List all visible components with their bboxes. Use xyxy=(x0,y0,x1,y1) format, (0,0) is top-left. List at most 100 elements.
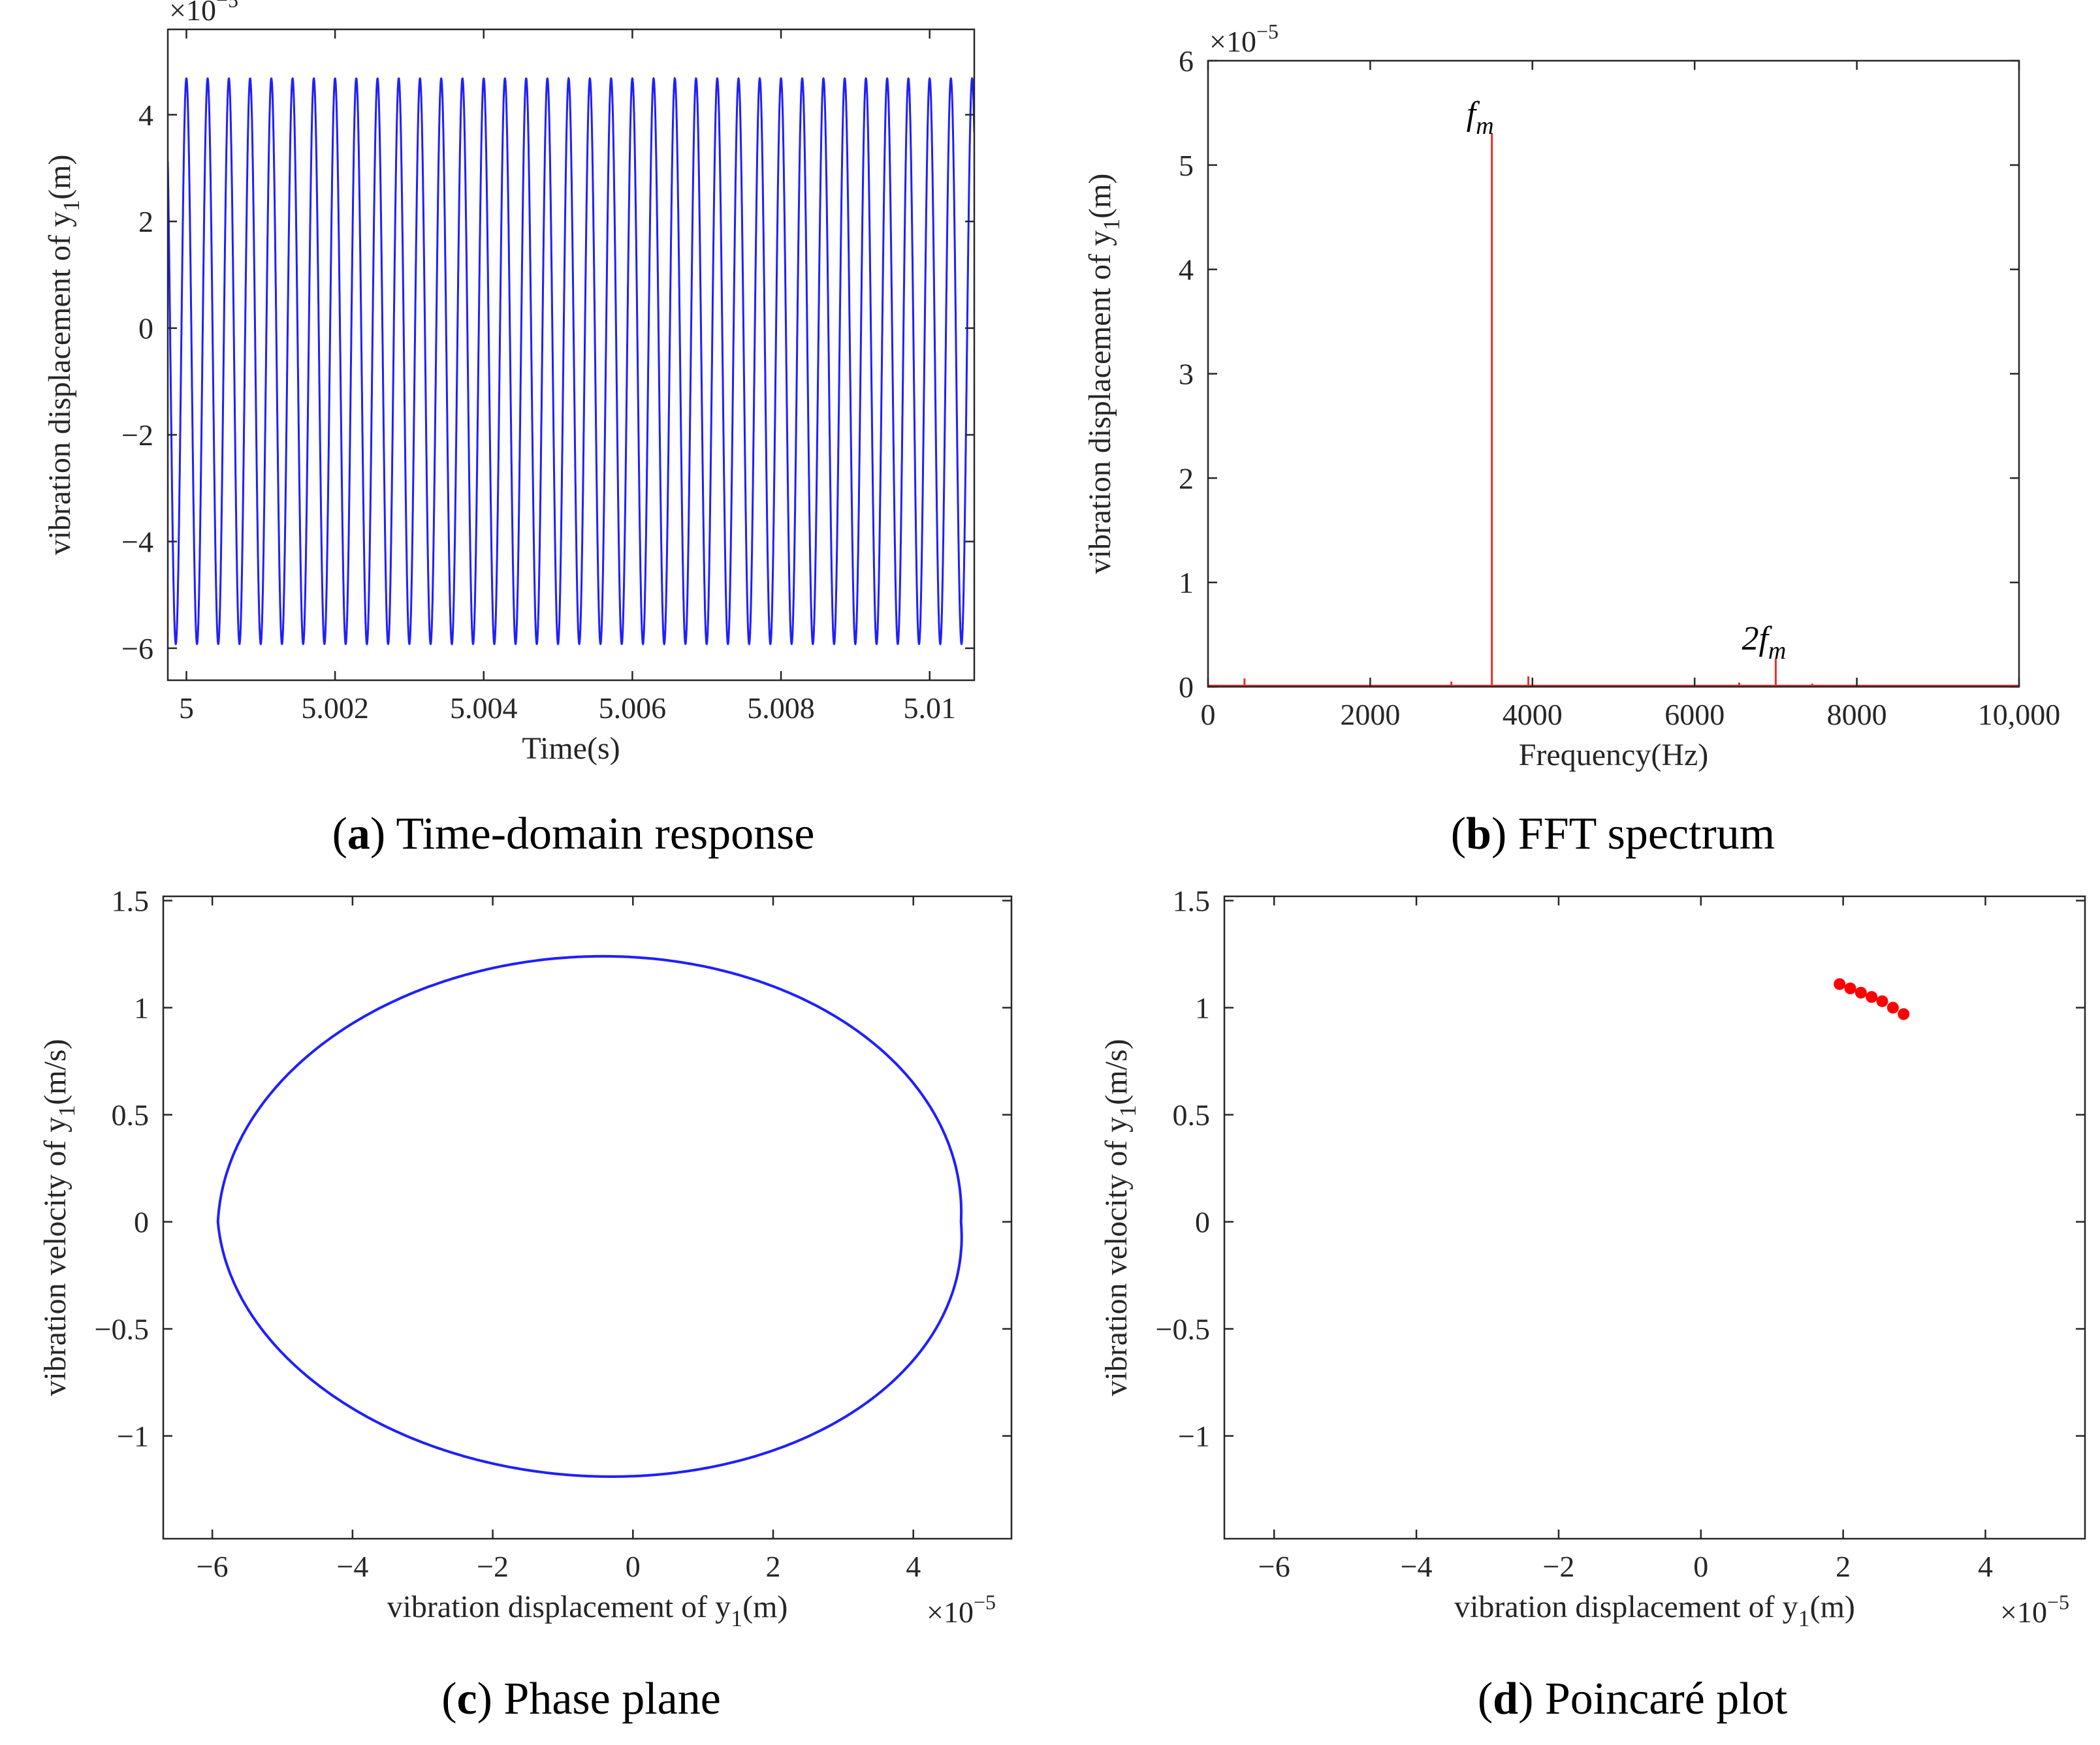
y-exponent-label: ×10−5 xyxy=(1209,20,1279,58)
peak-annotation-sub: m xyxy=(1476,112,1493,140)
caption-text: Phase plane xyxy=(492,1674,721,1724)
x-axis-label: Time(s) xyxy=(522,731,620,766)
x-tick-label: 2 xyxy=(765,1550,780,1583)
y-axis-label-sub: 1 xyxy=(54,1105,80,1117)
x-exponent-label: ×10−5 xyxy=(927,1590,996,1629)
caption-letter: d xyxy=(1493,1674,1518,1724)
caption-text: FFT spectrum xyxy=(1506,809,1775,859)
y-axis-label: vibration displacement of y1(m) xyxy=(42,155,84,556)
y-axis-label-unit: (m) xyxy=(1083,174,1117,219)
x-tick-label: 0 xyxy=(1693,1550,1708,1583)
panel-c: −6 −4 −2 0 2 4 −1 −0.5 0 0.5 1 1.5 vibration displac… xyxy=(38,885,1013,1724)
x-axis-label: vibration displacement of y1(m) xyxy=(387,1590,788,1631)
poincare-point xyxy=(1876,995,1888,1007)
x-tick-label: −2 xyxy=(477,1550,509,1583)
x-tick-label: 2 xyxy=(1836,1550,1851,1583)
panel-a: 5 5.002 5.004 5.006 5.008 5.01 −6 −4 −2 0 2 4 Time(s… xyxy=(42,0,976,859)
y-tick-label: 0.5 xyxy=(112,1099,150,1132)
y-axis-label-unit: (m/s) xyxy=(1099,1039,1134,1105)
y-axis-label: vibration velocity of y1(m/s) xyxy=(38,1039,80,1396)
x-tick-label: 4000 xyxy=(1503,698,1563,731)
plot-data xyxy=(216,954,963,1478)
peak-annotation: 2fm xyxy=(1742,620,1786,665)
caption-letter: c xyxy=(457,1674,477,1724)
x-axis-label-sub: 1 xyxy=(731,1605,742,1631)
x-tick-label: −6 xyxy=(197,1550,229,1583)
y-tick-label: 1 xyxy=(1195,992,1210,1025)
y-tick-label: 1 xyxy=(1179,566,1194,599)
x-tick-label: 2000 xyxy=(1340,698,1400,731)
x-tick-label: 0 xyxy=(1201,698,1216,731)
y-axis-label-text: vibration velocity of y xyxy=(38,1117,72,1396)
x-axis-label-text: vibration displacement of y xyxy=(387,1590,731,1624)
y-axis-label-unit: (m/s) xyxy=(38,1039,72,1105)
x-tick-label: 5.002 xyxy=(301,691,369,725)
y-tick-label: −4 xyxy=(121,526,153,559)
x-axis-label-text: Time(s) xyxy=(522,731,620,766)
x-tick-label: 4 xyxy=(906,1550,921,1583)
poincare-point xyxy=(1886,1001,1899,1014)
y-tick-label: −0.5 xyxy=(95,1313,149,1346)
y-tick-label: −2 xyxy=(121,418,153,452)
y-tick-label: 2 xyxy=(138,205,153,238)
exponent-power: −5 xyxy=(216,0,238,12)
exponent-base: ×10 xyxy=(169,0,216,27)
panel-b: 0 2000 4000 6000 8000 10,000 0 1 2 3 4 5 6 Frequency(… xyxy=(1083,20,2060,859)
x-tick-label: 5.006 xyxy=(599,691,667,725)
series-line xyxy=(168,76,974,646)
y-tick-label: −1 xyxy=(1178,1420,1210,1453)
x-axis-label-unit: (m) xyxy=(1810,1590,1855,1624)
caption-text: Poincaré plot xyxy=(1533,1674,1787,1724)
phase-orbit xyxy=(216,954,963,1478)
x-tick-label: 5.01 xyxy=(903,691,956,725)
y-tick-label: 0 xyxy=(138,312,153,345)
exponent-base: ×10 xyxy=(2000,1596,2047,1629)
y-tick-label: 5 xyxy=(1179,149,1194,182)
x-tick-label: 10,000 xyxy=(1978,698,2061,731)
x-axis-label: Frequency(Hz) xyxy=(1519,738,1709,772)
plot-frame xyxy=(162,895,1013,1540)
x-tick-label: 5.008 xyxy=(747,691,815,725)
y-tick-label: 1.5 xyxy=(1173,885,1211,918)
plot-data xyxy=(1834,978,1910,1020)
poincare-point xyxy=(1898,1008,1910,1020)
plot-data xyxy=(168,76,974,646)
exponent-base: ×10 xyxy=(927,1596,974,1629)
y-axis-label-sub: 1 xyxy=(1115,1105,1141,1117)
y-axis-label-text: vibration velocity of y xyxy=(1099,1117,1134,1396)
y-tick-label: 4 xyxy=(138,99,153,132)
y-tick-label: 1.5 xyxy=(112,885,150,918)
y-tick-label: 6 xyxy=(1179,44,1194,78)
exponent-power: −5 xyxy=(2047,1590,2069,1614)
x-tick-label: 5 xyxy=(179,691,194,725)
poincare-point xyxy=(1844,983,1856,995)
panel-caption: (c) Phase plane xyxy=(441,1674,721,1724)
y-axis-label-sub: 1 xyxy=(1098,219,1124,230)
plot-frame xyxy=(1207,59,2020,688)
y-tick-label: 0 xyxy=(1195,1206,1210,1239)
exponent-power: −5 xyxy=(1256,20,1279,43)
y-axis-label-unit: (m) xyxy=(42,155,77,200)
exponent-power: −5 xyxy=(974,1590,996,1614)
peak-annotation-sub: m xyxy=(1768,637,1786,665)
x-tick-label: −2 xyxy=(1542,1550,1574,1583)
poincare-point xyxy=(1854,986,1867,999)
plot-frame xyxy=(1223,895,2086,1540)
x-tick-label: 8000 xyxy=(1827,698,1887,731)
y-tick-label: 0 xyxy=(1179,670,1194,704)
panel-caption: (b) FFT spectrum xyxy=(1451,809,1775,859)
panel-caption: (a) Time-domain response xyxy=(332,809,815,859)
x-axis-label-sub: 1 xyxy=(1798,1605,1810,1631)
x-axis-label-unit: (m) xyxy=(742,1590,788,1624)
peak-annotation-text: 2f xyxy=(1742,620,1772,657)
x-tick-label: 6000 xyxy=(1664,698,1725,731)
plot-data xyxy=(1208,133,2019,687)
x-axis-label-text: Frequency(Hz) xyxy=(1519,738,1709,772)
poincare-point xyxy=(1834,978,1846,990)
peak-annotation: fm xyxy=(1467,95,1494,140)
x-axis-label-text: vibration displacement of y xyxy=(1454,1590,1798,1624)
panel-d: −6 −4 −2 0 2 4 −1 −0.5 0 0.5 1 1.5 vibration displac… xyxy=(1099,885,2086,1724)
y-tick-label: −0.5 xyxy=(1156,1313,1210,1346)
y-tick-label: −1 xyxy=(117,1420,149,1453)
